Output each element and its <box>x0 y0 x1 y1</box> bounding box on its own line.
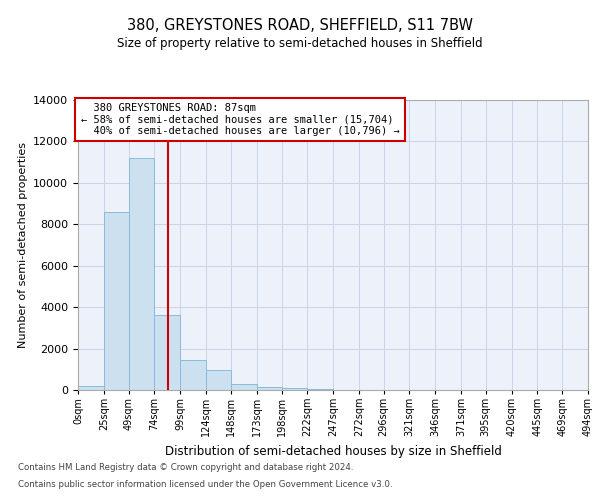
Bar <box>206 370 231 390</box>
Text: Contains HM Land Registry data © Crown copyright and database right 2024.: Contains HM Land Registry data © Crown c… <box>18 464 353 472</box>
Bar <box>154 316 180 390</box>
Text: Size of property relative to semi-detached houses in Sheffield: Size of property relative to semi-detach… <box>117 38 483 51</box>
X-axis label: Distribution of semi-detached houses by size in Sheffield: Distribution of semi-detached houses by … <box>164 445 502 458</box>
Y-axis label: Number of semi-detached properties: Number of semi-detached properties <box>17 142 28 348</box>
Bar <box>257 386 283 390</box>
Text: 380 GREYSTONES ROAD: 87sqm
← 58% of semi-detached houses are smaller (15,704)
  : 380 GREYSTONES ROAD: 87sqm ← 58% of semi… <box>80 103 400 136</box>
Bar <box>78 386 104 390</box>
Bar <box>180 360 206 390</box>
Text: 380, GREYSTONES ROAD, SHEFFIELD, S11 7BW: 380, GREYSTONES ROAD, SHEFFIELD, S11 7BW <box>127 18 473 32</box>
Bar <box>104 212 128 390</box>
Bar <box>128 158 154 390</box>
Bar <box>231 384 257 390</box>
Text: Contains public sector information licensed under the Open Government Licence v3: Contains public sector information licen… <box>18 480 392 489</box>
Bar <box>283 388 307 390</box>
